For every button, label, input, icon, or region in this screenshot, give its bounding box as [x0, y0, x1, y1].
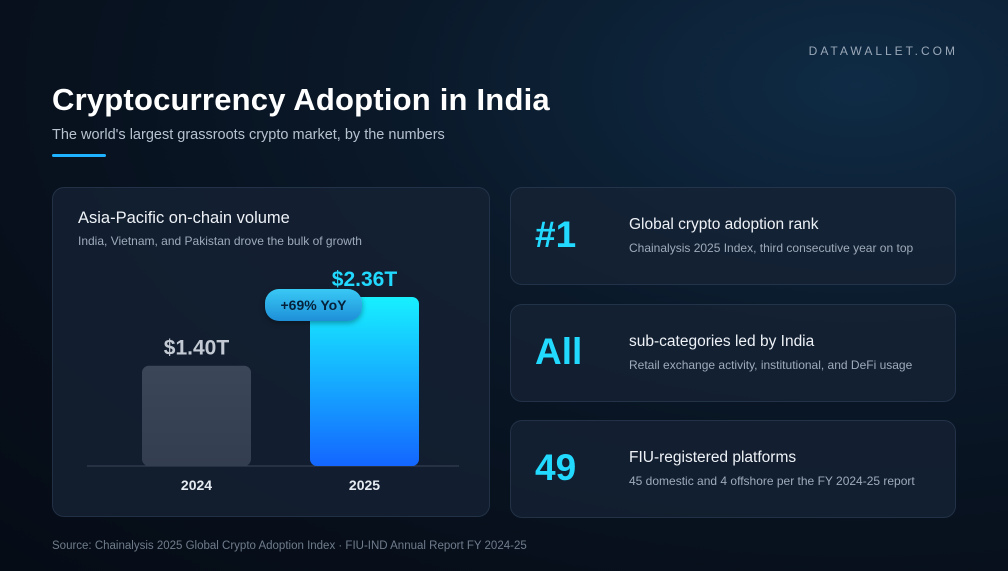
- title-accent-line: [52, 154, 106, 157]
- brand-label: DATAWALLET.COM: [808, 44, 958, 58]
- bar-chart: $1.40T 2024 $2.36T 2025: [87, 268, 459, 493]
- stat-number: #1: [535, 214, 577, 255]
- stat-card-rank: #1 Global crypto adoption rank Chainalys…: [510, 187, 956, 285]
- x-tick-label-2024: 2024: [181, 477, 212, 493]
- chart-title: Asia-Pacific on-chain volume: [78, 209, 290, 227]
- bar-2024: [142, 365, 251, 466]
- x-tick-label-2025: 2025: [349, 477, 380, 493]
- bar-2025: [310, 297, 419, 466]
- chart-card: Asia-Pacific on-chain volume India, Viet…: [52, 187, 490, 517]
- data-label-2025: $2.36T: [332, 268, 398, 291]
- page-title: Cryptocurrency Adoption in India: [52, 82, 550, 117]
- stat-number: 49: [535, 447, 577, 488]
- growth-badge: +69% YoY: [265, 289, 362, 321]
- page-subtitle: The world's largest grassroots crypto ma…: [52, 127, 445, 143]
- stat-label: sub-categories led by India: [629, 333, 815, 350]
- chart-subtitle: India, Vietnam, and Pakistan drove the b…: [78, 234, 362, 248]
- stat-description: Retail exchange activity, institutional,…: [629, 358, 913, 372]
- stat-card-platforms: 49 FIU-registered platforms 45 domestic …: [510, 420, 956, 518]
- stat-description: Chainalysis 2025 Index, third consecutiv…: [629, 241, 914, 255]
- stat-label: FIU-registered platforms: [629, 449, 797, 466]
- stat-label: Global crypto adoption rank: [629, 216, 819, 233]
- data-label-2024: $1.40T: [164, 337, 230, 360]
- source-note: Source: Chainalysis 2025 Global Crypto A…: [52, 540, 527, 552]
- stat-description: 45 domestic and 4 offshore per the FY 20…: [629, 474, 915, 488]
- stat-number: All: [535, 331, 583, 372]
- stat-card-subcategories: All sub-categories led by India Retail e…: [510, 304, 956, 402]
